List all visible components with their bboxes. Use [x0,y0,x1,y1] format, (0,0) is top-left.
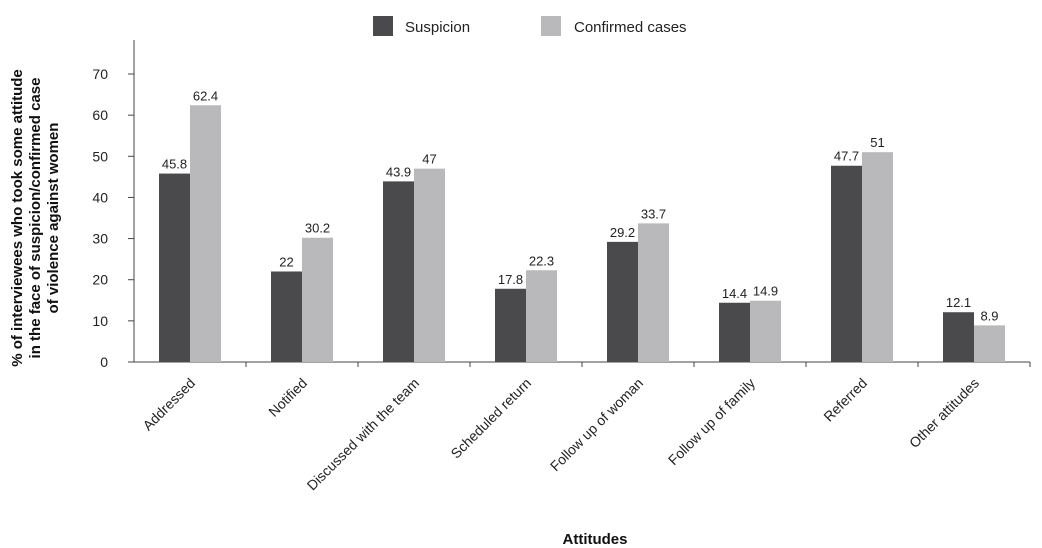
data-label-suspicion-other-attitudes: 12.1 [946,295,971,310]
bar-confirmed-cases-notified [302,238,333,362]
y-tick-label: 0 [100,354,108,370]
data-label-suspicion-scheduled-return: 17.8 [498,272,523,287]
bar-suspicion-discussed-with-the-team [383,181,414,362]
x-tick-label-addressed: Addressed [139,375,198,434]
x-tick-label-referred: Referred [820,375,870,425]
data-label-suspicion-notified: 22 [279,254,293,269]
bar-suspicion-addressed [159,174,190,362]
bar-suspicion-other-attitudes [943,312,974,362]
data-label-confirmed-cases-scheduled-return: 22.3 [529,253,554,268]
bar-confirmed-cases-other-attitudes [974,325,1005,362]
bar-confirmed-cases-follow-up-of-family [750,301,781,362]
bar-confirmed-cases-follow-up-of-woman [638,223,669,362]
y-axis-title-line-1: % of interviewees who took some attitude [9,69,26,367]
bar-confirmed-cases-scheduled-return [526,270,557,362]
data-label-confirmed-cases-follow-up-of-woman: 33.7 [641,206,666,221]
y-axis-title-line-3: of violence against women [45,123,62,314]
x-tick-label-follow-up-of-family: Follow up of family [665,375,758,468]
data-label-confirmed-cases-addressed: 62.4 [193,88,218,103]
legend-label-suspicion: Suspicion [405,19,470,36]
legend-label-confirmed-cases: Confirmed cases [574,19,687,36]
legend: Suspicion Confirmed cases [373,16,687,36]
bar-suspicion-follow-up-of-woman [607,242,638,362]
bar-suspicion-scheduled-return [495,289,526,362]
data-label-confirmed-cases-other-attitudes: 8.9 [980,308,998,323]
y-tick-label: 60 [92,107,108,123]
data-label-confirmed-cases-follow-up-of-family: 14.9 [753,284,778,299]
legend-swatch-suspicion [373,16,393,36]
x-tick-label-scheduled-return: Scheduled return [447,375,534,462]
x-tick-label-follow-up-of-woman: Follow up of woman [547,375,646,474]
data-label-suspicion-follow-up-of-woman: 29.2 [610,225,635,240]
data-label-confirmed-cases-referred: 51 [870,135,884,150]
data-label-suspicion-follow-up-of-family: 14.4 [722,286,747,301]
y-tick-label: 30 [92,231,108,247]
legend-swatch-confirmed-cases [541,16,561,36]
x-axis-title: Attitudes [563,531,628,548]
y-tick-label: 10 [92,313,108,329]
y-axis-title: % of interviewees who took some attitude… [9,69,62,367]
data-label-suspicion-discussed-with-the-team: 43.9 [386,164,411,179]
y-tick-label: 70 [92,66,108,82]
bar-confirmed-cases-addressed [190,105,221,362]
bar-confirmed-cases-discussed-with-the-team [414,169,445,362]
y-tick-label: 40 [92,189,108,205]
y-axis-title-line-2: in the face of suspicion/confirmed case [27,78,44,359]
data-label-suspicion-addressed: 45.8 [162,157,187,172]
data-label-confirmed-cases-discussed-with-the-team: 47 [422,152,436,167]
y-tick-label: 20 [92,272,108,288]
bar-suspicion-notified [271,271,302,362]
bar-suspicion-follow-up-of-family [719,303,750,362]
x-tick-label-other-attitudes: Other attitudes [906,375,982,451]
bar-suspicion-referred [831,166,862,362]
plot-area: 0 10 20 30 40 50 60 70 45.8 62.4 Addressed 22 30.2 No… [92,40,1030,493]
bar-confirmed-cases-referred [862,152,893,362]
data-label-suspicion-referred: 47.7 [834,149,859,164]
data-label-confirmed-cases-notified: 30.2 [305,221,330,236]
x-tick-label-notified: Notified [265,375,310,420]
y-tick-label: 50 [92,148,108,164]
x-tick-label-discussed-with-the-team: Discussed with the team [304,375,423,494]
